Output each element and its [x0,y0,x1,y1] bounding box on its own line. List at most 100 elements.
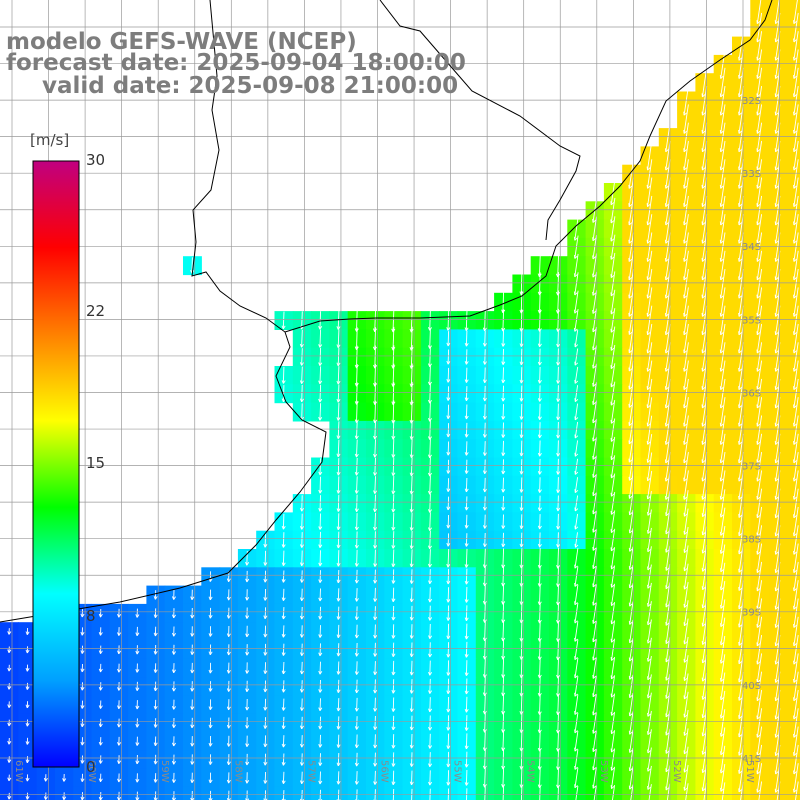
wind-arrow [318,366,323,385]
wind-arrow [793,140,799,171]
wind-arrow [738,250,744,281]
wind-arrow [482,309,487,332]
wind-arrow [756,0,762,25]
wind-arrow [574,348,579,366]
wind-arrow [719,397,726,427]
wind-arrow [628,177,634,208]
wind-arrow [628,416,634,445]
wind-arrow [774,177,781,208]
lon-label: 57W [305,760,316,783]
wind-arrow [628,269,634,299]
wind-arrow [628,360,634,390]
wind-arrow [774,415,781,445]
wind-arrow [664,269,671,299]
lon-label: 55W [452,760,463,783]
lon-label: 54W [525,760,536,783]
wind-arrow [719,323,726,354]
wind-arrow [556,403,561,421]
wind-arrow [281,366,286,384]
wind-arrow [610,400,616,424]
wind-arrow [628,232,634,262]
wind-arrow [756,397,763,427]
wind-arrow [610,197,616,224]
wind-arrow [664,232,671,262]
wind-arrow [299,348,304,366]
wind-arrow [610,289,616,315]
wind-arrow [756,287,763,317]
wind-arrow [774,49,781,79]
wind-arrow [464,367,469,383]
wind-arrow [664,195,671,226]
wind-arrow [738,49,744,79]
wind-arrow [628,305,634,335]
wind-arrow [738,415,744,445]
wind-arrow [646,177,653,208]
wind-arrow [610,252,616,279]
wind-arrow [646,159,653,189]
wind-arrow [373,439,378,458]
wind-arrow [628,287,634,317]
wind-arrow [793,159,799,189]
wind-arrow [683,378,689,409]
wind-arrow [373,420,378,440]
wind-arrow [756,49,763,79]
wind-arrow [646,287,653,317]
wind-arrow [501,330,506,347]
wind-arrow [592,418,597,442]
wind-arrow [738,140,744,171]
wind-arrow [610,363,616,388]
wind-arrow [738,177,744,208]
wind-arrow [701,104,708,134]
wind-arrow [664,177,671,208]
title-forecast-date: forecast date: 2025-09-04 18:00:00 [6,50,466,76]
lat-label: 40S [742,681,761,692]
wind-arrow [738,305,744,336]
wind-arrow [738,360,744,391]
wind-arrow [610,326,616,351]
wind-arrow [683,323,689,354]
lat-label: 34S [742,242,761,253]
wind-arrow [464,309,469,331]
wind-arrow [628,324,634,354]
wind-arrow [628,250,634,281]
wind-arrow [738,214,744,244]
wind-arrow [446,386,451,401]
wind-arrow [464,349,469,365]
wind-arrow [719,159,726,189]
wind-arrow [774,232,781,262]
wind-arrow [701,250,708,281]
wind-arrow [464,404,469,420]
wind-arrow [756,86,763,116]
wind-arrow [774,323,781,354]
wind-arrow [610,271,616,297]
wind-arrow [701,122,708,153]
wind-arrow [774,342,781,372]
wind-arrow [519,385,524,402]
wind-arrow [774,67,781,98]
wind-arrow [646,195,653,226]
wind-arrow [664,122,671,153]
wind-arrow [774,104,781,134]
wind-arrow [592,308,597,333]
lat-label: 33S [742,169,761,180]
colorbar-tick-0: 0 [86,758,96,776]
wind-arrow [738,159,744,189]
wind-arrow [683,250,689,281]
wind-arrow [646,232,653,262]
wind-arrow [610,308,616,333]
wind-arrow [756,232,763,262]
wind-arrow [738,342,744,372]
wind-arrow [774,287,781,317]
wind-arrow [318,347,323,366]
wind-arrow [646,397,653,427]
wind-arrow [683,104,689,134]
wind-arrow [756,195,763,226]
wind-arrow [719,232,726,262]
wind-arrow [756,360,763,391]
lon-label: 53W [598,760,609,783]
wind-arrow [519,348,524,366]
wind-arrow [683,177,689,208]
wind-arrow [573,272,579,296]
lon-label: 61W [13,760,24,783]
colorbar-tick-8: 8 [86,607,96,625]
